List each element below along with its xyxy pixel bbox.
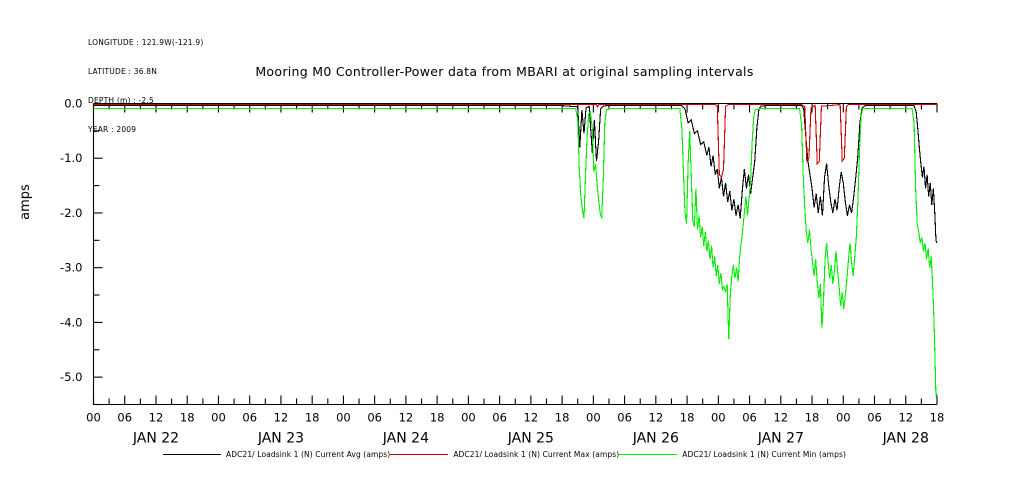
- x-day-label: JAN 23: [257, 431, 304, 446]
- legend-current-avg[interactable]: ADC21/ Loadsink 1 (N) Current Avg (amps): [163, 450, 390, 459]
- legend-label: ADC21/ Loadsink 1 (N) Current Max (amps): [453, 450, 620, 459]
- y-tick-label: -5.0: [60, 370, 82, 384]
- x-hour-label: 06: [117, 411, 132, 425]
- x-hour-label: 18: [930, 411, 945, 425]
- x-hour-label: 06: [367, 411, 382, 425]
- legend-swatch: [619, 454, 678, 455]
- x-hour-label: 00: [836, 411, 851, 425]
- x-hour-label: 12: [274, 411, 289, 425]
- x-hour-label: 00: [711, 411, 726, 425]
- legend-label: ADC21/ Loadsink 1 (N) Current Min (amps): [682, 450, 846, 459]
- metadata-depth: DEPTH (m) : -2.5: [88, 95, 154, 105]
- x-hour-label: 00: [211, 411, 226, 425]
- y-tick-label: -3.0: [60, 261, 82, 275]
- x-hour-label: 06: [242, 411, 257, 425]
- x-day-label: JAN 24: [382, 431, 429, 446]
- series-line-min: [93, 107, 938, 397]
- x-hour-label: 06: [742, 411, 757, 425]
- x-hour-label: 00: [336, 411, 351, 425]
- x-hour-label: 18: [430, 411, 445, 425]
- metadata-latitude: LATITUDE : 36.8N: [88, 66, 158, 76]
- x-hour-label: 18: [805, 411, 820, 425]
- x-day-label: JAN 28: [882, 431, 929, 446]
- x-hour-label: 18: [180, 411, 195, 425]
- y-tick-label: 0.0: [64, 97, 82, 111]
- legend-label: ADC21/ Loadsink 1 (N) Current Avg (amps): [226, 450, 391, 459]
- x-hour-label: 00: [86, 411, 101, 425]
- x-hour-label: 18: [555, 411, 570, 425]
- plot-frame: [92, 102, 937, 406]
- x-hour-label: 12: [773, 411, 788, 425]
- x-hour-label: 06: [617, 411, 632, 425]
- metadata-longitude: LONGITUDE : 121.9W(-121.9): [88, 38, 204, 48]
- x-day-label: JAN 27: [757, 431, 804, 446]
- x-hour-label: 00: [461, 411, 476, 425]
- legend-swatch: [390, 454, 449, 455]
- x-hour-label: 00: [586, 411, 601, 425]
- y-tick-label: -2.0: [60, 206, 82, 220]
- series-line-avg: [93, 105, 938, 244]
- x-hour-label: 06: [867, 411, 882, 425]
- x-hour-label: 12: [149, 411, 164, 425]
- x-hour-label: 06: [492, 411, 507, 425]
- x-day-label: JAN 26: [632, 431, 679, 446]
- metadata-year: YEAR : 2009: [88, 124, 137, 134]
- x-hour-label: 12: [524, 411, 539, 425]
- legend-current-min[interactable]: ADC21/ Loadsink 1 (N) Current Min (amps): [619, 450, 846, 459]
- time-series-plot: 0.0 -1.0 -2.0 -3.0 -4.0 -5.0 00 06 12 18 00 06 12 18 0…: [60, 97, 945, 446]
- legend-current-max[interactable]: ADC21/ Loadsink 1 (N) Current Max (amps): [390, 450, 619, 459]
- y-tick-label: -1.0: [60, 151, 82, 165]
- x-hour-label: 12: [649, 411, 664, 425]
- x-day-label: JAN 25: [507, 431, 554, 446]
- chart-legend: ADC21/ Loadsink 1 (N) Current Avg (amps)…: [0, 450, 1009, 459]
- metadata-block: LONGITUDE : 121.9W(-121.9) LATITUDE : 36…: [88, 19, 203, 144]
- series-line-max: [93, 103, 937, 179]
- x-day-label: JAN 22: [132, 431, 179, 446]
- x-hour-label: 12: [399, 411, 414, 425]
- y-tick-label: -4.0: [60, 315, 82, 329]
- chart-title: Mooring M0 Controller-Power data from MB…: [255, 64, 754, 79]
- x-hour-label: 18: [305, 411, 320, 425]
- legend-swatch: [163, 454, 221, 455]
- x-hour-label: 18: [680, 411, 695, 425]
- x-hour-label: 12: [898, 411, 913, 425]
